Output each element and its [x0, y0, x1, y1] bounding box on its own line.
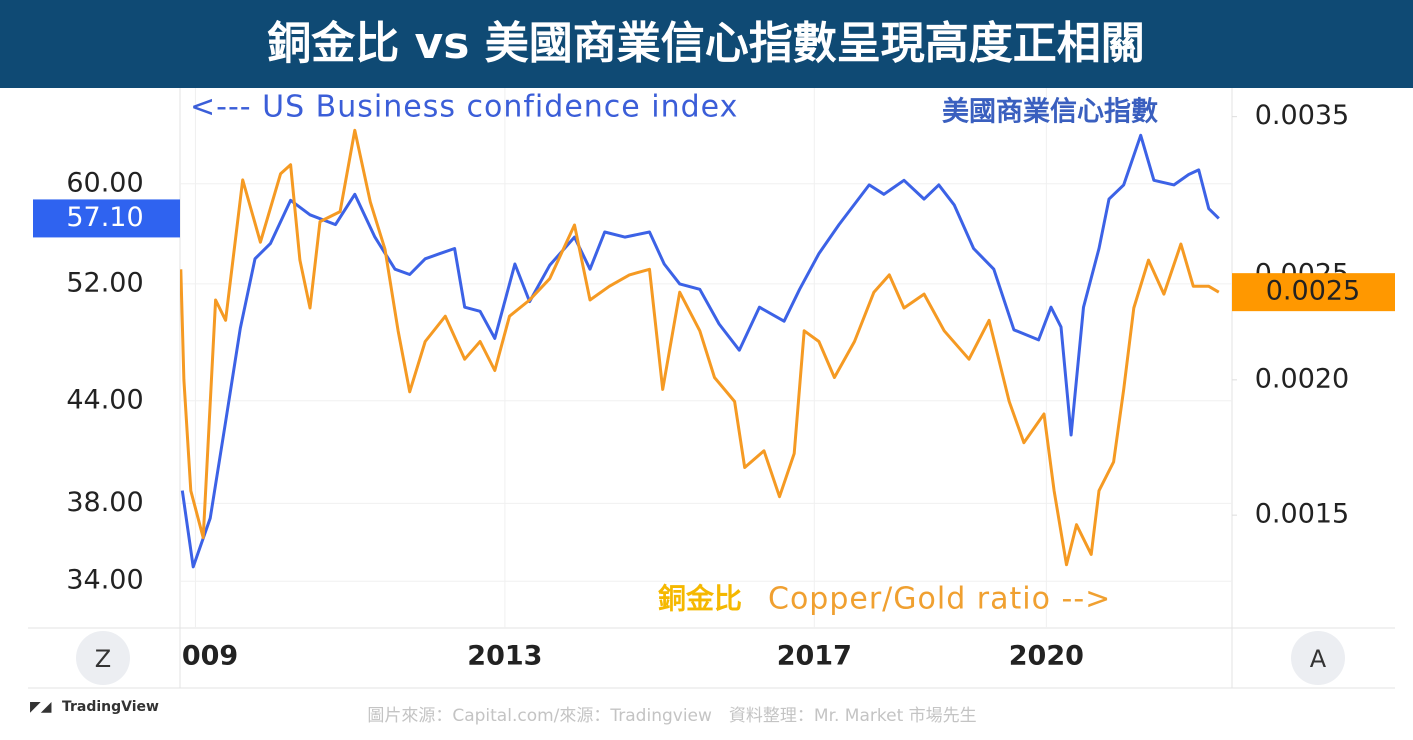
annotation: Copper/Gold ratio --> [768, 582, 1111, 617]
annotation: 美國商業信心指數 [942, 96, 1158, 128]
y-tick-label: 34.00 [66, 565, 143, 596]
source: 圖片來源：Capital.com/來源：Tradingview 資料整理：Mr.… [367, 706, 976, 726]
series-line [180, 128, 1220, 567]
y2-tick-label: 0.0035 [1255, 100, 1349, 131]
last-value-box [1232, 273, 1395, 312]
x-tick-label: 2017 [777, 641, 852, 672]
x-tick-label: 2013 [467, 641, 542, 672]
x-tick-label: 2020 [1009, 641, 1084, 672]
y-tick-label: 60.00 [66, 167, 143, 198]
last-value-label: 0.0025 [1266, 276, 1360, 307]
title-bar [0, 0, 1413, 88]
last-value-label: 57.10 [66, 202, 143, 233]
last-value-box [33, 199, 180, 238]
scale-button[interactable] [1291, 631, 1345, 685]
button-label[interactable]: A [1310, 645, 1327, 673]
y-tick-label: 38.00 [66, 487, 143, 518]
grid [180, 88, 1232, 628]
annotation: <--- US Business confidence index [190, 90, 738, 125]
chart-title: 銅金比 vs 美國商業信心指數呈現高度正相關 [267, 18, 1145, 69]
y2-tick-label: 0.0015 [1255, 499, 1349, 530]
series-line [180, 133, 1220, 569]
brand: TradingView [62, 699, 159, 715]
x-tick-label: 009 [182, 641, 238, 672]
annotation: 銅金比 [658, 582, 742, 615]
y-tick-label: 44.00 [66, 384, 143, 415]
y2-tick-label: 0.0020 [1255, 363, 1349, 394]
scale-button[interactable] [76, 631, 130, 685]
brand-logo: ◤◢ [30, 699, 52, 715]
button-label[interactable]: Z [95, 645, 111, 673]
y-tick-label: 52.00 [66, 267, 143, 298]
